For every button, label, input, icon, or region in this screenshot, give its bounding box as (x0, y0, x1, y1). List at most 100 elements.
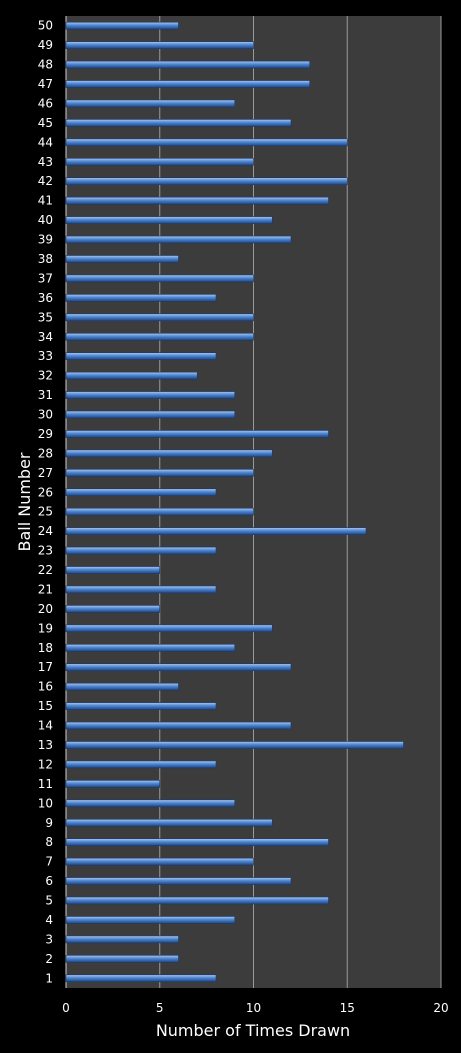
y-tick-label: 5 (45, 894, 53, 908)
bar (65, 119, 292, 127)
bar (65, 896, 329, 905)
bar (65, 430, 329, 438)
y-tick-label: 47 (38, 77, 53, 91)
y-tick-label: 26 (38, 485, 53, 499)
x-tick-label: 15 (340, 1001, 355, 1015)
bar (65, 255, 179, 263)
y-tick-label: 20 (38, 602, 53, 616)
y-tick-label: 15 (38, 699, 53, 713)
bar (65, 216, 273, 224)
bar (65, 294, 217, 302)
y-tick-label: 17 (38, 660, 53, 674)
bar (65, 21, 179, 30)
bar (65, 916, 236, 924)
y-tick-label: 43 (38, 155, 53, 169)
bar (65, 741, 404, 749)
y-axis-ticks: 1234567891011121314151617181920212223242… (38, 19, 53, 986)
bar (65, 780, 161, 788)
bar (65, 449, 273, 458)
bar (65, 41, 254, 49)
bar (65, 760, 217, 769)
bar (65, 391, 236, 399)
bar (65, 702, 217, 710)
y-tick-label: 28 (38, 446, 53, 460)
y-tick-label: 46 (38, 96, 53, 110)
y-tick-label: 10 (38, 796, 53, 810)
y-tick-label: 23 (38, 544, 53, 558)
y-tick-label: 35 (38, 310, 53, 324)
bar (65, 974, 217, 983)
y-tick-label: 49 (38, 38, 53, 52)
bar (65, 721, 292, 730)
y-tick-label: 8 (45, 835, 53, 849)
bar (65, 410, 236, 419)
y-tick-label: 13 (38, 738, 53, 752)
y-tick-label: 12 (38, 757, 53, 771)
bar (65, 663, 292, 672)
y-tick-label: 40 (38, 213, 53, 227)
bar (65, 469, 254, 477)
bar (65, 585, 217, 594)
y-tick-label: 32 (38, 369, 53, 383)
bar (65, 488, 217, 497)
bar (65, 682, 179, 691)
bar (65, 177, 348, 186)
y-tick-label: 31 (38, 388, 53, 402)
x-axis-ticks: 0 5 10 15 20 (62, 1001, 448, 1015)
x-tick-label: 10 (246, 1001, 261, 1015)
y-tick-label: 44 (38, 135, 53, 149)
y-tick-label: 21 (38, 582, 53, 596)
y-tick-label: 22 (38, 563, 53, 577)
x-tick-label: 0 (62, 1001, 70, 1015)
y-tick-label: 42 (38, 174, 53, 188)
bar (65, 643, 236, 652)
bar (65, 799, 236, 808)
y-tick-label: 6 (45, 874, 53, 888)
bar (65, 935, 179, 944)
y-tick-label: 37 (38, 271, 53, 285)
y-tick-label: 14 (38, 719, 53, 733)
y-tick-label: 30 (38, 408, 53, 422)
y-tick-label: 16 (38, 680, 53, 694)
y-tick-label: 2 (45, 952, 53, 966)
bar (65, 546, 217, 555)
bar (65, 605, 161, 613)
bar (65, 196, 329, 205)
y-tick-label: 11 (38, 777, 53, 791)
bar (65, 99, 236, 108)
bar (65, 566, 161, 574)
bar (65, 80, 311, 88)
bar (65, 60, 311, 69)
y-tick-label: 24 (38, 524, 53, 538)
y-tick-label: 48 (38, 58, 53, 72)
y-axis-title: Ball Number (15, 452, 34, 551)
y-tick-label: 34 (38, 330, 53, 344)
y-tick-label: 4 (45, 913, 53, 927)
y-tick-label: 33 (38, 349, 53, 363)
y-tick-label: 36 (38, 291, 53, 305)
bar (65, 624, 273, 633)
y-tick-label: 3 (45, 932, 53, 946)
bar (65, 877, 292, 885)
y-tick-label: 45 (38, 116, 53, 130)
y-tick-label: 27 (38, 466, 53, 480)
y-tick-label: 1 (45, 971, 53, 985)
bar (65, 371, 198, 380)
x-axis-title: Number of Times Drawn (156, 1021, 350, 1040)
y-tick-label: 39 (38, 233, 53, 247)
x-tick-label: 20 (433, 1001, 448, 1015)
bar (65, 332, 254, 341)
x-tick-label: 5 (156, 1001, 164, 1015)
y-tick-label: 9 (45, 816, 53, 830)
bar (65, 352, 217, 361)
y-tick-label: 7 (45, 855, 53, 869)
bar (65, 818, 273, 827)
bar (65, 274, 254, 283)
bar (65, 955, 179, 963)
y-tick-label: 50 (38, 19, 53, 33)
bar (65, 158, 254, 166)
bar (65, 235, 292, 244)
y-tick-label: 38 (38, 252, 53, 266)
y-tick-label: 19 (38, 621, 53, 635)
